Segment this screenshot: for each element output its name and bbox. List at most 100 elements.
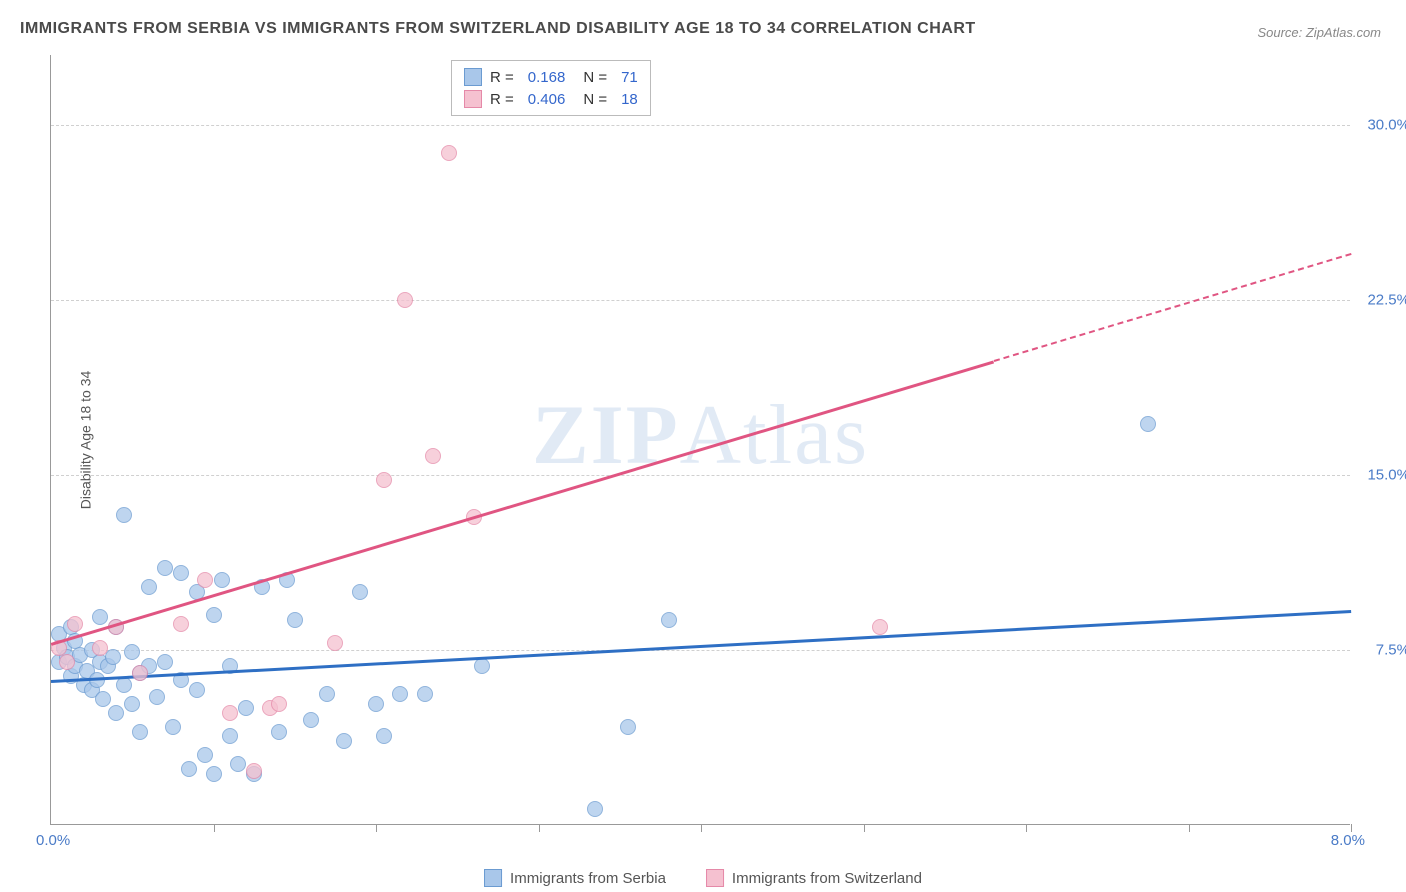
- legend-r-value: 0.168: [528, 69, 566, 86]
- scatter-point: [59, 654, 75, 670]
- trend-line: [51, 610, 1351, 682]
- x-tick: [864, 824, 865, 832]
- scatter-point: [181, 761, 197, 777]
- scatter-point: [441, 145, 457, 161]
- scatter-point: [246, 763, 262, 779]
- scatter-point: [132, 665, 148, 681]
- scatter-point: [124, 644, 140, 660]
- scatter-point: [222, 728, 238, 744]
- scatter-point: [319, 686, 335, 702]
- scatter-point: [368, 696, 384, 712]
- scatter-point: [92, 609, 108, 625]
- scatter-point: [141, 579, 157, 595]
- scatter-point: [157, 560, 173, 576]
- scatter-point: [105, 649, 121, 665]
- legend-row: R = 0.168 N = 71: [464, 66, 638, 88]
- x-tick: [701, 824, 702, 832]
- x-max-label: 8.0%: [1331, 832, 1365, 849]
- scatter-point: [417, 686, 433, 702]
- x-origin-label: 0.0%: [36, 832, 70, 849]
- legend-item-label: Immigrants from Switzerland: [732, 870, 922, 887]
- legend-n-label: N =: [583, 69, 607, 86]
- scatter-point: [116, 677, 132, 693]
- scatter-point: [116, 507, 132, 523]
- scatter-point: [587, 801, 603, 817]
- scatter-point: [287, 612, 303, 628]
- correlation-legend: R = 0.168 N = 71 R = 0.406 N = 18: [451, 60, 651, 116]
- grid-line-h: [51, 125, 1350, 126]
- scatter-point: [157, 654, 173, 670]
- x-tick: [539, 824, 540, 832]
- legend-row: R = 0.406 N = 18: [464, 88, 638, 110]
- scatter-point: [67, 616, 83, 632]
- x-tick: [376, 824, 377, 832]
- scatter-point: [206, 766, 222, 782]
- scatter-point: [872, 619, 888, 635]
- legend-swatch: [464, 90, 482, 108]
- legend-item: Immigrants from Serbia: [484, 869, 666, 887]
- scatter-point: [425, 448, 441, 464]
- x-tick: [1351, 824, 1352, 832]
- watermark: ZIPAtlas: [532, 386, 869, 484]
- scatter-point: [222, 705, 238, 721]
- scatter-point: [132, 724, 148, 740]
- x-tick: [1026, 824, 1027, 832]
- scatter-point: [197, 572, 213, 588]
- scatter-point: [238, 700, 254, 716]
- scatter-point: [149, 689, 165, 705]
- grid-line-h: [51, 475, 1350, 476]
- series-legend: Immigrants from Serbia Immigrants from Sw…: [484, 869, 922, 887]
- grid-line-h: [51, 650, 1350, 651]
- scatter-point: [661, 612, 677, 628]
- legend-item: Immigrants from Switzerland: [706, 869, 922, 887]
- source-label: Source: ZipAtlas.com: [1257, 25, 1381, 40]
- y-tick-label: 22.5%: [1367, 292, 1406, 309]
- legend-n-value: 18: [621, 91, 638, 108]
- scatter-point: [352, 584, 368, 600]
- scatter-point: [206, 607, 222, 623]
- scatter-point: [108, 705, 124, 721]
- x-tick: [1189, 824, 1190, 832]
- scatter-point: [474, 658, 490, 674]
- scatter-point: [214, 572, 230, 588]
- scatter-point: [189, 682, 205, 698]
- chart-plot-area: Disability Age 18 to 34 ZIPAtlas 0.0% 8.…: [50, 55, 1350, 825]
- grid-line-h: [51, 300, 1350, 301]
- legend-r-label: R =: [490, 91, 514, 108]
- legend-swatch: [484, 869, 502, 887]
- legend-n-label: N =: [583, 91, 607, 108]
- scatter-point: [303, 712, 319, 728]
- legend-n-value: 71: [621, 69, 638, 86]
- legend-swatch: [706, 869, 724, 887]
- scatter-point: [92, 640, 108, 656]
- y-tick-label: 15.0%: [1367, 467, 1406, 484]
- scatter-point: [327, 635, 343, 651]
- trend-line: [51, 361, 994, 646]
- scatter-point: [376, 728, 392, 744]
- x-tick: [214, 824, 215, 832]
- scatter-point: [1140, 416, 1156, 432]
- scatter-point: [95, 691, 111, 707]
- legend-r-label: R =: [490, 69, 514, 86]
- scatter-point: [336, 733, 352, 749]
- scatter-point: [392, 686, 408, 702]
- trend-line-extrapolated: [993, 253, 1351, 362]
- legend-item-label: Immigrants from Serbia: [510, 870, 666, 887]
- y-tick-label: 7.5%: [1376, 642, 1406, 659]
- scatter-point: [197, 747, 213, 763]
- scatter-point: [230, 756, 246, 772]
- scatter-point: [271, 724, 287, 740]
- scatter-point: [165, 719, 181, 735]
- scatter-point: [124, 696, 140, 712]
- scatter-point: [173, 616, 189, 632]
- scatter-point: [376, 472, 392, 488]
- scatter-point: [173, 565, 189, 581]
- chart-title: IMMIGRANTS FROM SERBIA VS IMMIGRANTS FRO…: [20, 20, 976, 38]
- watermark-bold: ZIP: [532, 388, 680, 482]
- legend-r-value: 0.406: [528, 91, 566, 108]
- y-tick-label: 30.0%: [1367, 117, 1406, 134]
- y-axis-label: Disability Age 18 to 34: [77, 370, 93, 509]
- scatter-point: [271, 696, 287, 712]
- legend-swatch: [464, 68, 482, 86]
- watermark-rest: Atlas: [680, 388, 869, 482]
